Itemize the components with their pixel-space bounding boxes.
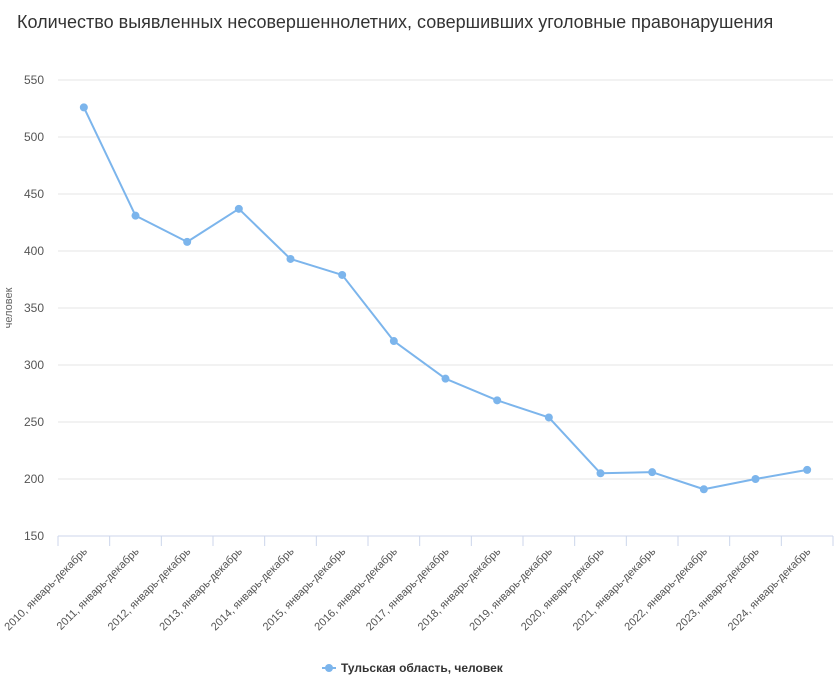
y-tick-label: 450 [24, 187, 44, 201]
data-point[interactable] [389, 337, 398, 346]
y-axis-ticks: 150 200 250 300 350 400 450 500 550 [24, 73, 44, 543]
series-layer [79, 103, 812, 494]
data-point[interactable] [493, 396, 502, 405]
data-point[interactable] [234, 204, 243, 213]
y-tick-label: 250 [24, 415, 44, 429]
gridlines [58, 79, 833, 480]
y-tick-label: 550 [24, 73, 44, 87]
series-line [82, 106, 809, 491]
y-axis-title: человек [3, 287, 15, 328]
data-point[interactable] [286, 254, 295, 263]
y-tick-label: 300 [24, 358, 44, 372]
data-point[interactable] [441, 374, 450, 383]
data-point[interactable] [751, 475, 760, 483]
y-tick-label: 200 [24, 472, 44, 486]
legend-item-label: Тульская область, человек [341, 661, 504, 675]
data-point[interactable] [131, 211, 140, 220]
data-point[interactable] [596, 469, 605, 478]
y-tick-label: 400 [24, 244, 44, 258]
data-point[interactable] [79, 103, 88, 112]
data-point[interactable] [338, 270, 347, 279]
data-point[interactable] [699, 485, 708, 494]
data-point[interactable] [803, 465, 812, 474]
y-tick-label: 500 [24, 130, 44, 144]
legend-marker-icon [325, 664, 333, 672]
data-point[interactable] [183, 237, 192, 246]
data-point[interactable] [544, 413, 553, 422]
data-point[interactable] [648, 468, 657, 477]
y-tick-label: 350 [24, 301, 44, 315]
x-axis [57, 535, 834, 546]
chart-title: Количество выявленных несовершеннолетних… [17, 12, 774, 32]
legend[interactable]: Тульская область, человек [322, 661, 504, 675]
y-tick-label: 150 [24, 529, 44, 543]
x-tick-label: 2010, январь-декабрь [2, 545, 90, 633]
